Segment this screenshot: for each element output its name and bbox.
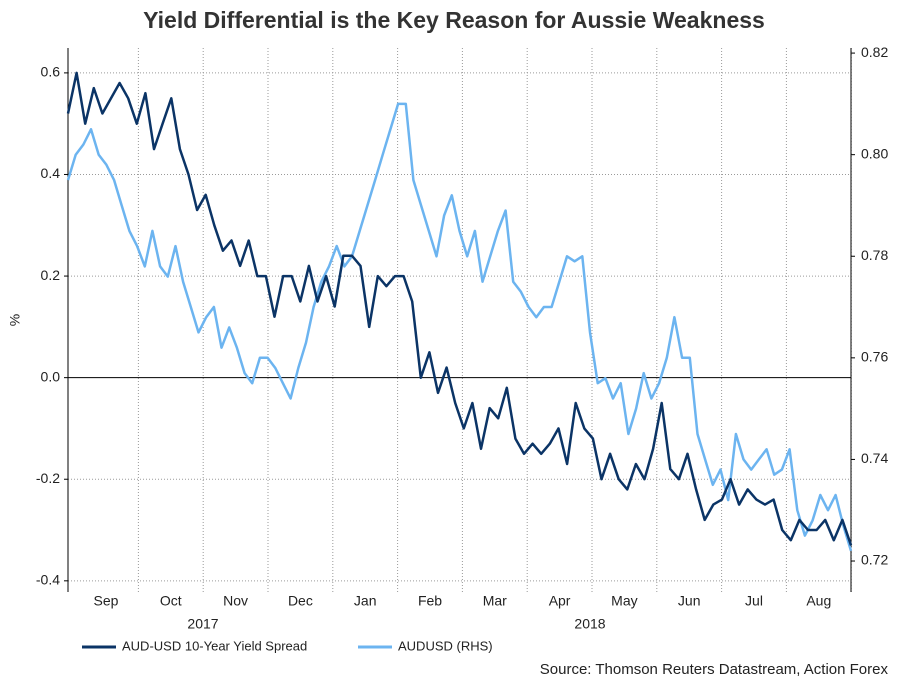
y2-tick-label: 0.80: [861, 145, 888, 161]
y2-tick-label: 0.72: [861, 552, 888, 568]
y-tick-label: 0.0: [41, 368, 61, 384]
source: Source: Thomson Reuters Datastream, Acti…: [540, 661, 889, 678]
legend-label: AUD-USD 10-Year Yield Spread: [122, 638, 307, 653]
legend-label: AUDUSD (RHS): [398, 638, 493, 653]
x-tick-label: Jun: [678, 593, 701, 609]
x-tick-label: Oct: [160, 593, 182, 609]
chart-title: Yield Differential is the Key Reason for…: [143, 7, 765, 33]
series-line: [66, 71, 853, 546]
x-tick-label: May: [611, 593, 637, 609]
y2-tick-label: 0.76: [861, 349, 888, 365]
y2-tick-label: 0.78: [861, 247, 888, 263]
series-line: [66, 102, 853, 552]
y-tick-label: -0.4: [36, 572, 60, 588]
y-axis-label: %: [7, 314, 23, 326]
y-tick-label: -0.2: [36, 470, 60, 486]
y2-tick-label: 0.82: [861, 44, 888, 60]
year-label: 2017: [187, 616, 218, 632]
year-label: 2018: [574, 616, 605, 632]
y-tick-label: 0.4: [41, 165, 61, 181]
x-tick-label: Jul: [745, 593, 763, 609]
x-tick-label: Jan: [354, 593, 377, 609]
y-tick-label: 0.6: [41, 64, 61, 80]
x-tick-label: Dec: [288, 593, 313, 609]
x-tick-label: Sep: [94, 593, 119, 609]
y2-tick-label: 0.74: [861, 450, 888, 466]
x-tick-label: Mar: [483, 593, 507, 609]
x-tick-label: Feb: [418, 593, 442, 609]
x-tick-label: Apr: [549, 593, 571, 609]
x-tick-label: Aug: [806, 593, 831, 609]
x-tick-label: Nov: [223, 593, 248, 609]
y-tick-label: 0.2: [41, 267, 61, 283]
